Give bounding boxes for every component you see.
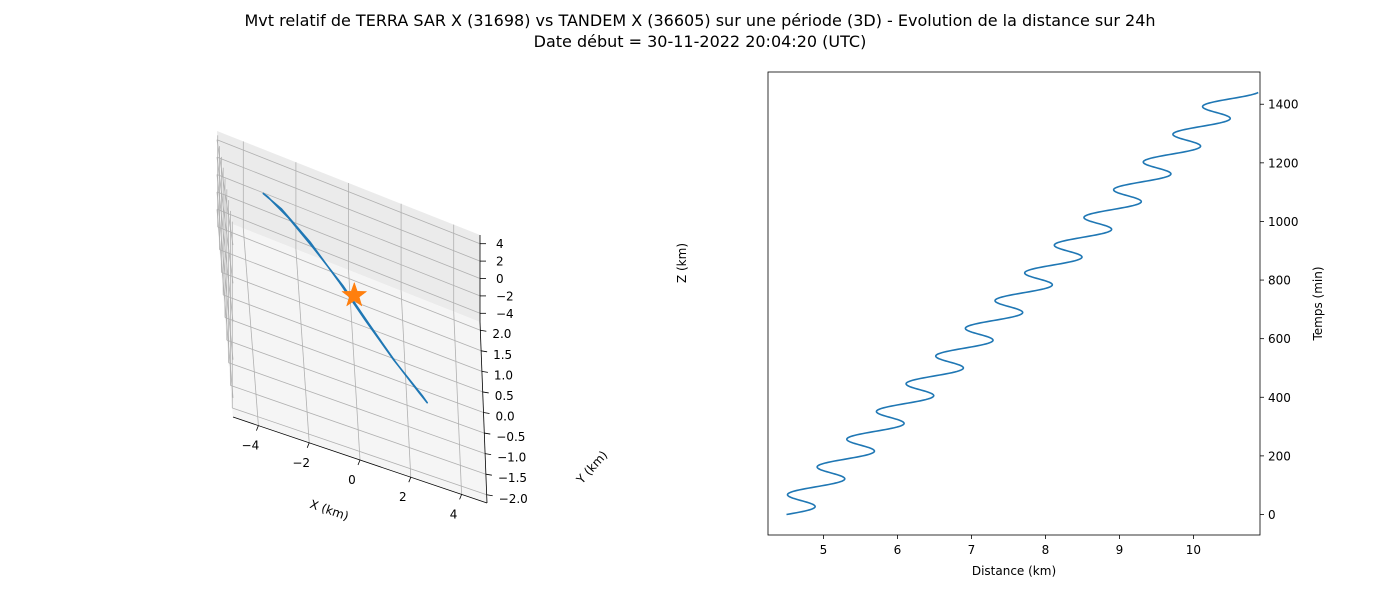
axes-2d-distance: 5 6 7 8 9 10 0 200 400 600 800 1000 1200 1400 Distance… (767, 71, 1325, 578)
grid-y-floor (223, 294, 483, 393)
y-tick-label: 0.0 (496, 410, 515, 424)
y-tick-mark (484, 432, 491, 435)
z-tick-label: 2 (496, 255, 504, 269)
y-tick-label: 1400 (1268, 98, 1299, 112)
grid-z-back (216, 208, 481, 314)
origin-star-marker (341, 281, 368, 307)
title-line-2: Date début = 30-11-2022 20:04:20 (UTC) (533, 32, 867, 51)
x-tick-label: 10 (1186, 543, 1201, 557)
axes-3d-orbit: −4 −2 0 2 4 −2.0 −1.5 −1.0 −0.5 0.0 0.5 1.0 1.5 2.0 −4… (216, 131, 689, 523)
y-tick-mark (486, 494, 493, 497)
x-tick-label: 4 (450, 507, 458, 521)
y-tick-label: 1.5 (493, 348, 512, 362)
x-axis-label: Distance (km) (972, 564, 1056, 578)
y-tick-label: 1000 (1268, 215, 1299, 229)
grid-y-floor (226, 339, 485, 434)
y-tick-label: 200 (1268, 449, 1291, 463)
distance-series-line (786, 91, 1259, 516)
x-tick-mark (306, 442, 310, 448)
x-tick-label: 8 (1042, 543, 1050, 557)
z-tick-label: −2 (496, 289, 514, 303)
y-tick-mark (485, 473, 492, 476)
y-tick-label: −2.0 (499, 492, 528, 506)
x-tick-label: 2 (399, 490, 407, 504)
x-axis-label: X (km) (308, 497, 350, 523)
x-tick-label: 9 (1116, 543, 1124, 557)
figure-title: Mvt relatif de TERRA SAR X (31698) vs TA… (0, 10, 1400, 52)
grid-z-left (216, 209, 234, 398)
z-tick-label: 0 (496, 272, 504, 286)
x-tick-label: 6 (894, 543, 902, 557)
y-tick-mark (481, 350, 488, 353)
z-axis-label: Z (km) (675, 243, 689, 283)
grid-z-left (216, 191, 234, 360)
y-tick-mark (480, 329, 487, 332)
grid-z-left (216, 174, 234, 322)
y-tick-mark (481, 370, 488, 373)
z-tick-label: −4 (496, 307, 514, 321)
y-tick-label: 1.0 (494, 368, 513, 382)
grid-z-left (216, 157, 234, 284)
x-tick-label: −2 (292, 456, 310, 470)
x-tick-label: 5 (820, 543, 828, 557)
grid-z-back (216, 191, 481, 297)
y-tick-label: 1200 (1268, 156, 1299, 170)
y-tick-label: 2.0 (492, 327, 511, 341)
y-axis-label: Y (km) (573, 448, 610, 487)
grid-y-floor (228, 362, 486, 455)
x-tick-label: −4 (242, 439, 260, 453)
x-tick-mark (256, 425, 259, 431)
pane-floor (217, 218, 487, 503)
x-tick-label: 7 (968, 543, 976, 557)
y-tick-label: −1.0 (497, 451, 526, 465)
x-tick-mark (357, 459, 361, 466)
grid-z-left (216, 139, 234, 246)
y-tick-label: 800 (1268, 274, 1291, 288)
x-tick-mark (408, 477, 412, 483)
orbit-series-line (262, 192, 429, 404)
y-tick-mark (485, 453, 492, 456)
title-line-1: Mvt relatif de TERRA SAR X (31698) vs TA… (244, 11, 1156, 30)
y-axis-label: Temps (min) (1311, 266, 1325, 341)
x-tick-mark (459, 494, 462, 500)
grid-z-back (216, 174, 481, 279)
grid-y-floor (230, 384, 487, 475)
grid-y-floor (224, 317, 484, 413)
grid-y-floor (221, 271, 483, 372)
grid-z-back (216, 139, 481, 245)
x-tick-label: 0 (348, 473, 356, 487)
grid-y-floor (217, 226, 481, 331)
y-tick-label: 0.5 (495, 389, 514, 403)
grid-z-back (216, 156, 481, 262)
y-tick-mark (483, 412, 490, 414)
grid-y-floor (232, 407, 487, 496)
y-tick-label: −1.5 (498, 471, 527, 485)
y-tick-label: 0 (1268, 508, 1276, 522)
z-tick-label: 4 (496, 237, 504, 251)
y-tick-label: −0.5 (496, 430, 525, 444)
plot-frame (767, 71, 1261, 536)
y-tick-label: 600 (1268, 332, 1291, 346)
y-tick-label: 400 (1268, 391, 1291, 405)
y-tick-mark (482, 391, 489, 394)
